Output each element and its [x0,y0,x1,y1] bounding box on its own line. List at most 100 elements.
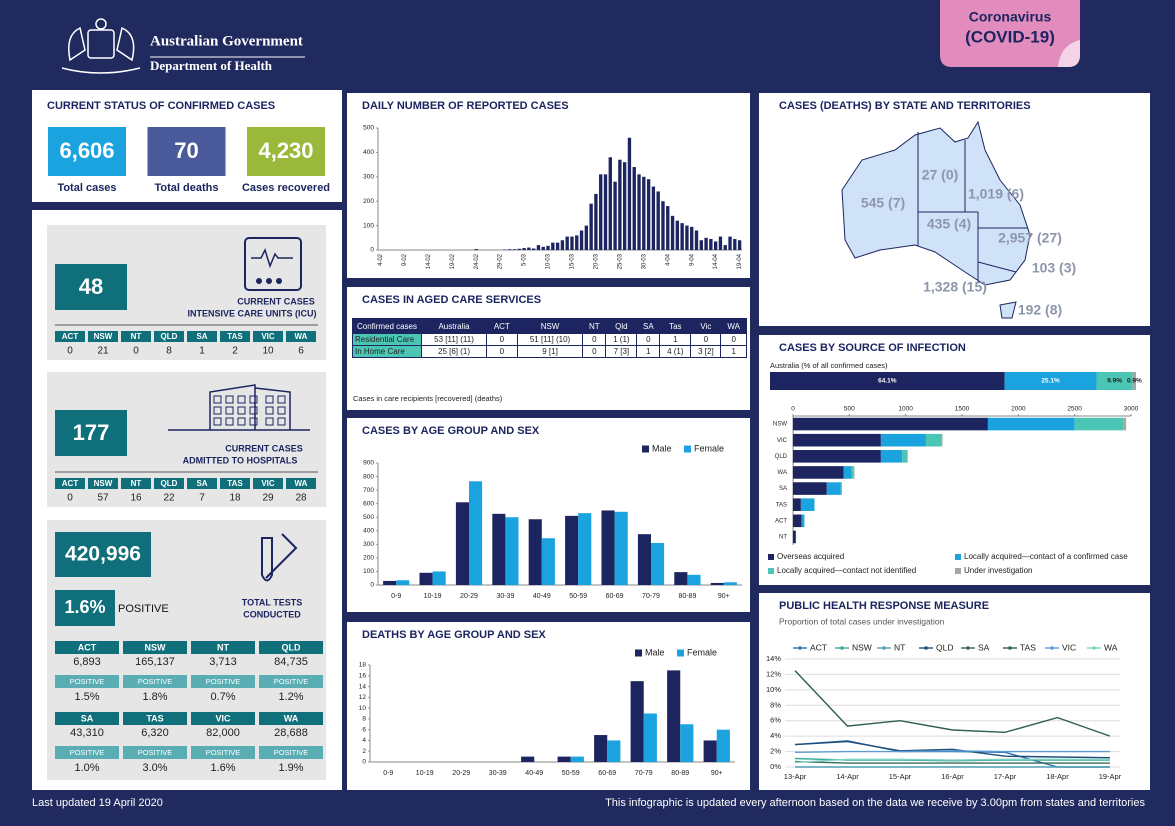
state-code: ACT [62,332,79,341]
cell: 0 [486,333,518,346]
aged-care-note: Cases in care recipients [recovered] (de… [353,394,503,403]
bar [536,245,541,250]
panel-title: CASES IN AGED CARE SERVICES [362,294,541,306]
state-box [88,331,118,342]
test-count: 28,688 [274,727,308,739]
summary-segment [1004,372,1097,390]
x-tick-label: 15-Apr [889,772,912,781]
state-code: NSW [145,642,167,652]
legend-swatch [768,568,774,574]
bar [637,534,651,585]
chart-subtitle: Proportion of total cases under investig… [779,616,945,626]
state-borders [917,132,1028,282]
bar [637,174,641,250]
x-tick-label: 30-39 [496,593,514,600]
state-value: 28 [295,493,307,504]
legend-marker [882,646,886,650]
bar [667,670,681,762]
header-cell: ACT [486,318,518,334]
positive-rate: 1.6% [64,597,105,617]
cell: 9 [1] [516,345,584,358]
stat-label: Cases recovered [242,182,330,194]
state-box [187,331,217,342]
y-tick-label: 14 [359,683,367,690]
state-code: ACT [78,642,97,652]
state-box [253,331,283,342]
state-code: VIC [261,479,275,488]
x-tick-label: 0-9 [391,593,401,600]
bar-segment [851,466,854,479]
test-count: 84,735 [274,656,308,668]
cell: 0 [582,333,607,346]
bar [517,248,521,250]
bar-segment [1074,417,1124,431]
bar [603,174,608,250]
hospital-icon [249,417,258,426]
state-code: QLD [282,642,301,652]
positive-label: POSITIVE [274,677,309,686]
bar [630,681,644,762]
y-tick-label: 6% [770,716,781,725]
state-value: 16 [130,493,142,504]
x-tick-label: 13-Apr [784,772,807,781]
legend-marker [966,646,970,650]
test-count: 165,137 [135,656,175,668]
badge-text: Coronavirus [969,9,1052,25]
bar [565,515,579,585]
block-title: CONDUCTED [243,609,301,619]
bar [733,239,737,250]
badge [940,0,1080,67]
hospital-icon [237,395,246,404]
x-tick-label: 19-02 [450,253,456,269]
legend-swatch [677,649,684,657]
icu-icon [266,278,272,284]
cell: 1 (1) [605,333,638,346]
hospital-icon [277,406,286,415]
x-tick-label: 10-19 [416,770,434,777]
x-tick-label: 70-79 [635,770,653,777]
positive-label: POSITIVE [138,677,173,686]
y-tick-label: 4% [770,731,781,740]
positive-rate: 0.7% [210,691,235,703]
state-code: NSW [94,479,113,488]
icu-icon [256,278,262,284]
hospital-icon [225,417,234,426]
y-tick-label: 2 [362,748,366,755]
positive-rate: 1.0% [74,762,99,774]
number-box [55,264,127,310]
header-cell: NT [582,318,607,334]
icu-icon [244,237,302,291]
y-tick-label: 500 [363,514,374,521]
bar [703,740,717,762]
x-tick-label: 9-02 [402,253,408,266]
state-value: 0 [67,493,73,504]
x-tick-label: 0-9 [383,770,393,777]
summary-label: Australia (% of all confirmed cases) [770,361,888,370]
legend-swatch [684,445,691,453]
positive-rate: 1.2% [278,691,303,703]
state-box [259,641,323,654]
number-box [55,410,127,456]
state-code: QLD [161,332,178,341]
bar-segment [800,498,815,511]
state-box [121,478,151,489]
summary-label: 25.1% [1041,378,1060,385]
state-value: 0 [67,346,73,357]
bar [560,240,565,250]
positive-box [259,746,323,759]
positive-rate: 3.0% [142,762,167,774]
y-tick-label: 400 [363,149,374,156]
x-tick-label: 60-69 [606,593,624,600]
x-tick-label: 90+ [718,593,730,600]
panel-title: CASES (DEATHS) BY STATE AND TERRITORIES [779,100,1031,112]
state-code: ACT [62,479,79,488]
y-tick-label: NSW [773,422,787,428]
positive-rate: 1.8% [142,691,167,703]
state-box [55,331,85,342]
x-tick-label: 90+ [711,770,723,777]
block-title: INTENSIVE CARE UNITS (ICU) [187,308,316,318]
bar [557,756,571,762]
y-tick-label: 14% [766,654,781,663]
state-code: VIC [261,332,275,341]
